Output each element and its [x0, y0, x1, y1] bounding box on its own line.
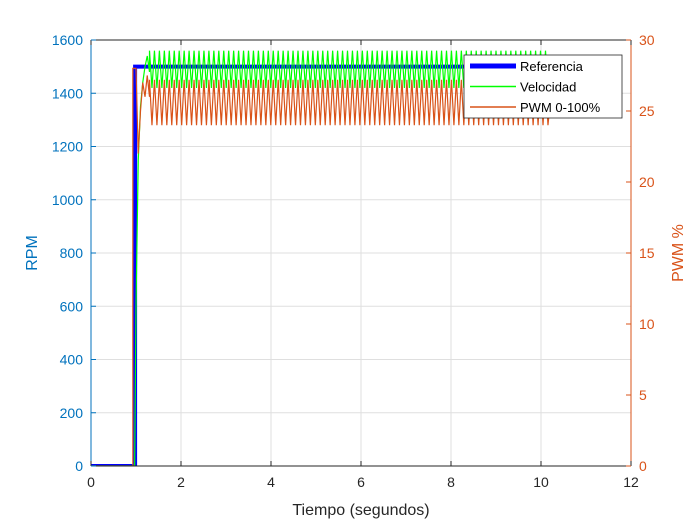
legend-label-pwm: PWM 0-100% — [520, 100, 601, 115]
legend-label-referencia: Referencia — [520, 59, 584, 74]
axes — [90, 39, 632, 467]
y-tick-label-left: 0 — [75, 458, 83, 474]
y-tick-label-right: 0 — [639, 458, 647, 474]
y-axis-label-right: PWM % — [670, 224, 687, 282]
y-tick-label-left: 1400 — [52, 85, 83, 101]
y-tick-label-left: 800 — [60, 245, 84, 261]
y-tick-label-left: 600 — [60, 298, 84, 314]
y-tick-label-right: 15 — [639, 245, 655, 261]
x-tick-label: 0 — [87, 474, 95, 490]
legend: Referencia Velocidad PWM 0-100% — [463, 54, 623, 119]
y-axis-label-left: RPM — [24, 235, 41, 271]
x-axis-label: Tiempo (segundos) — [292, 502, 429, 519]
y-tick-label-right: 5 — [639, 387, 647, 403]
x-tick-label: 4 — [267, 474, 275, 490]
tick-labels: 0 2 4 6 8 10 120200400600800100012001400160005… — [52, 32, 655, 490]
x-tick-label: 10 — [533, 474, 549, 490]
y-tick-label-right: 25 — [639, 103, 655, 119]
y-tick-label-left: 1200 — [52, 139, 83, 155]
y-tick-label-left: 1600 — [52, 32, 83, 48]
legend-label-velocidad: Velocidad — [520, 80, 576, 95]
y-tick-label-right: 30 — [639, 32, 655, 48]
x-tick-label: 8 — [447, 474, 455, 490]
y-tick-label-right: 10 — [639, 316, 655, 332]
y-tick-label-left: 400 — [60, 352, 84, 368]
y-tick-label-left: 200 — [60, 405, 84, 421]
y-tick-label-right: 20 — [639, 174, 655, 190]
y-tick-label-left: 1000 — [52, 192, 83, 208]
series-line-referencia — [91, 64, 550, 466]
x-tick-label: 12 — [623, 474, 639, 490]
x-tick-label: 6 — [357, 474, 365, 490]
x-tick-label: 2 — [177, 474, 185, 490]
